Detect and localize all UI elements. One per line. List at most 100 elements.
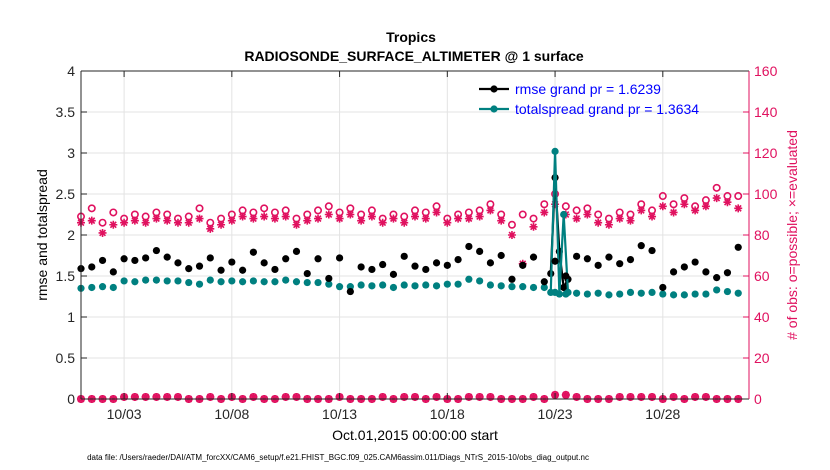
obs-evaluated-point (658, 202, 667, 211)
spread-point (432, 282, 441, 290)
spread-point (379, 281, 387, 289)
obs-possible-point (594, 210, 603, 219)
obs-evaluated-point (637, 206, 646, 215)
obs-evaluated-point (184, 218, 193, 227)
obs-evaluated-point (227, 216, 236, 225)
obs-zero-point (281, 392, 290, 401)
rmse-point (648, 246, 656, 255)
obs-evaluated-point (238, 212, 247, 221)
rmse-point (529, 253, 538, 261)
spread-point (486, 281, 495, 289)
obs-evaluated-point (432, 208, 441, 217)
obs-evaluated-point (691, 206, 700, 215)
obs-possible-point (658, 192, 667, 201)
spread-point (335, 283, 344, 291)
rmse-point (260, 259, 268, 267)
obs-evaluated-point (270, 214, 279, 223)
obs-possible-point (314, 206, 323, 215)
rmse-point (432, 259, 441, 267)
obs-zero-point (141, 392, 150, 401)
y-axis-label-left: rmse and totalspread (34, 169, 50, 301)
obs-evaluated-point (507, 231, 516, 239)
spread-point (594, 289, 602, 297)
rmse-point (422, 265, 430, 274)
rmse-point (174, 259, 182, 267)
rmse-point (228, 258, 236, 266)
obs-possible-point (572, 206, 581, 215)
obs-zero-ring (130, 392, 139, 401)
obs-zero-point (637, 392, 646, 401)
spread-point (411, 282, 419, 290)
legend-marker-1 (490, 105, 498, 113)
rmse-point (357, 263, 365, 271)
spread-point (142, 276, 150, 284)
obs-zero-point (411, 392, 419, 401)
obs-evaluated-point (680, 200, 689, 209)
y-tick-label-right: 20 (754, 350, 770, 366)
y-tick-label-right: 80 (754, 227, 770, 243)
rmse-point (379, 260, 387, 269)
spread-point (476, 277, 484, 285)
spread-point (626, 288, 635, 296)
obs-zero-ring (691, 392, 700, 401)
rmse-point (734, 243, 742, 251)
obs-zero-ring (249, 392, 258, 401)
obs-zero-point (206, 392, 215, 401)
obs-evaluated-point (335, 214, 344, 223)
rmse-point (400, 252, 408, 260)
spread-point (260, 278, 268, 286)
obs-evaluated-point (357, 216, 366, 225)
obs-evaluated-point (206, 224, 215, 233)
rmse-point (239, 266, 247, 274)
obs-evaluated-point (141, 218, 150, 227)
obs-evaluated-point (163, 216, 172, 225)
rmse-point (109, 268, 117, 276)
grid (81, 71, 749, 399)
rmse-point (443, 261, 451, 269)
spread-point (303, 278, 311, 287)
obs-zero-ring (529, 392, 538, 401)
spread-point (314, 278, 322, 287)
rmse-point (303, 269, 311, 278)
obs-evaluated-point (152, 214, 161, 223)
spread-point (497, 282, 505, 290)
spread-point (120, 277, 128, 285)
spread-point (508, 283, 516, 291)
spread-point (648, 288, 656, 296)
obs-possible-point (98, 218, 107, 227)
obs-zero-ring (701, 392, 710, 401)
obs-zero-ring (572, 392, 581, 401)
y-tick-label-left: 3 (67, 145, 75, 161)
spread-point (723, 287, 732, 296)
chart-title: Tropics (386, 29, 436, 45)
obs-zero-ring (400, 392, 409, 401)
obs-evaluated-point (109, 220, 118, 229)
obs-zero-ring (626, 392, 635, 401)
rmse-point (519, 261, 527, 269)
x-axis-label: Oct.01,2015 00:00:00 start (332, 427, 498, 443)
obs-evaluated-point (615, 214, 624, 223)
obs-zero-ring (475, 392, 484, 401)
obs-evaluated-point (411, 212, 419, 221)
obs-evaluated-point (173, 218, 182, 227)
obs-evaluated-point (486, 206, 495, 215)
spread-point (713, 286, 721, 294)
footnote: data file: /Users/raeder/DAI/ATM_forcXX/… (87, 453, 589, 462)
obs-possible-point (109, 208, 118, 217)
rmse-point (249, 248, 257, 256)
rmse-point (292, 247, 301, 255)
obs-possible-point (669, 200, 678, 209)
obs-zero-point (529, 392, 538, 401)
spread-point (680, 291, 688, 299)
spread-point (422, 281, 430, 289)
spread-point (443, 280, 451, 288)
rmse-point (465, 242, 473, 251)
obs-evaluated-point (120, 218, 129, 227)
x-tick-label: 10/28 (645, 406, 680, 422)
rmse-point (562, 272, 570, 280)
rmse-point (723, 269, 732, 277)
obs-evaluated-point (443, 218, 452, 227)
spread-point (88, 283, 96, 292)
spread-point (616, 290, 624, 298)
y-tick-label-left: 3.5 (56, 104, 76, 120)
